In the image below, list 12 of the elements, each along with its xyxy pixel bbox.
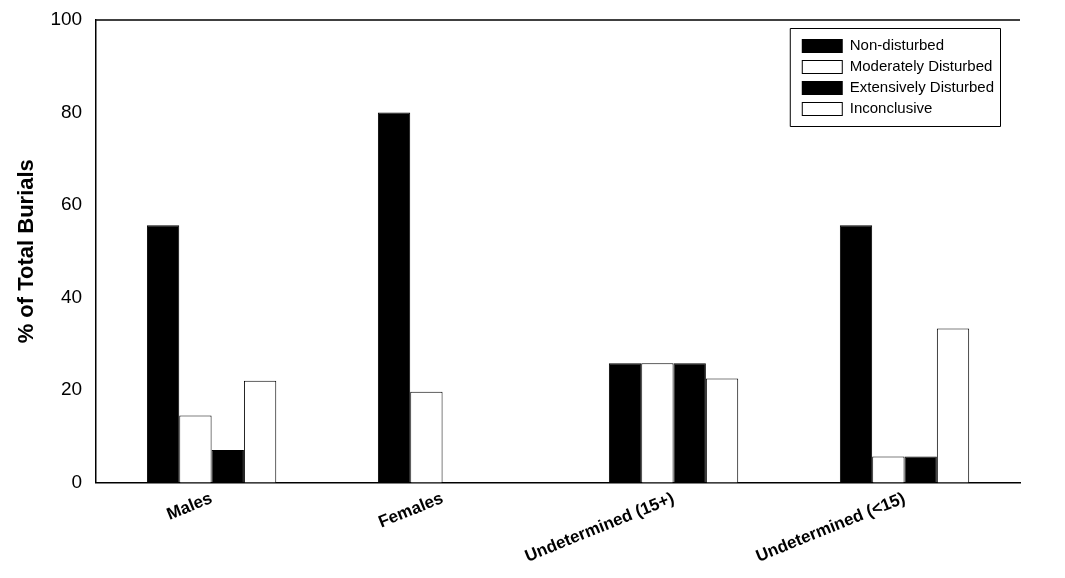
y-tick-label: 60: [60, 193, 83, 215]
x-tick-label: Males: [163, 488, 215, 524]
legend-label: Moderately Disturbed: [849, 57, 993, 75]
legend-label: Extensively Disturbed: [849, 78, 995, 96]
y-tick-label: 80: [60, 100, 83, 122]
y-tick-label: 0: [71, 470, 83, 492]
y-tick-label: 100: [50, 8, 83, 30]
legend-label: Non-disturbed: [849, 36, 944, 54]
y-tick-label: 40: [60, 285, 83, 307]
legend-label: Inconclusive: [849, 99, 933, 117]
y-axis-title: % of Total Burials: [13, 159, 39, 344]
y-tick-label: 20: [60, 378, 83, 400]
